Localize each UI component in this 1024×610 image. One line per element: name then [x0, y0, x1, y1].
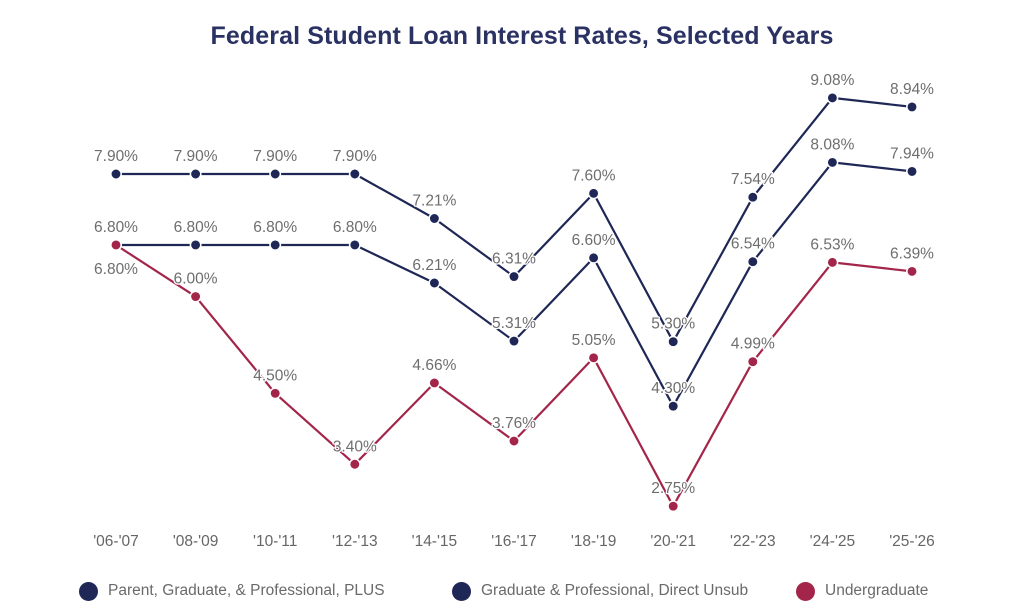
data-point-marker[interactable] [269, 239, 282, 251]
data-point-marker[interactable] [508, 270, 520, 283]
legend: Parent, Graduate, & Professional, PLUS G… [0, 578, 1024, 604]
data-point-marker[interactable] [667, 400, 680, 413]
x-tick-label: '06-'07 [93, 533, 139, 550]
data-label: 6.00% [174, 271, 218, 288]
data-label: 6.53% [810, 236, 854, 253]
x-tick-label: '25-'26 [889, 533, 935, 550]
data-label: 8.94% [890, 81, 934, 98]
data-point-marker[interactable] [587, 351, 600, 364]
data-label: 6.21% [412, 257, 456, 274]
data-label: 3.40% [333, 438, 377, 455]
x-axis-tick-labels: '06-'07 '08-'09 '10-'11 '12-'13 '14-'15 '16-'… [93, 533, 935, 550]
data-label: 7.90% [253, 148, 297, 165]
legend-label: Undergraduate [825, 582, 929, 599]
data-point-marker[interactable] [269, 168, 282, 180]
series-line-0 [116, 96, 913, 343]
x-tick-label: '24-'25 [810, 533, 856, 550]
x-tick-label: '18-'19 [571, 533, 617, 550]
data-point-marker[interactable] [189, 239, 202, 251]
data-label: 8.08% [810, 136, 854, 153]
data-point-marker[interactable] [428, 212, 441, 225]
legend-item-direct-unsub[interactable]: Graduate & Professional, Direct Unsub [452, 578, 748, 604]
data-point-marker[interactable] [508, 435, 520, 447]
x-tick-label: '22-'23 [730, 533, 776, 550]
series-markers [110, 91, 918, 513]
data-label: 3.76% [492, 415, 536, 432]
legend-dot-icon [79, 581, 98, 601]
data-point-marker[interactable] [189, 290, 202, 303]
data-point-marker[interactable] [906, 165, 918, 178]
data-label: 2.75% [651, 480, 695, 497]
data-point-marker[interactable] [348, 458, 361, 471]
data-point-marker[interactable] [587, 187, 600, 200]
data-label: 6.39% [890, 245, 934, 262]
chart-title: Federal Student Loan Interest Rates, Sel… [210, 22, 834, 50]
x-tick-label: '14-'15 [412, 533, 458, 550]
data-point-marker[interactable] [826, 256, 839, 269]
data-label: 4.50% [253, 367, 297, 384]
data-label: 7.90% [333, 148, 377, 165]
series-line-1 [116, 161, 913, 408]
data-label: 6.80% [174, 219, 218, 236]
data-point-marker[interactable] [746, 191, 759, 204]
x-tick-label: '16-'17 [491, 533, 537, 550]
data-point-marker[interactable] [428, 277, 441, 289]
legend-label: Parent, Graduate, & Professional, PLUS [108, 582, 385, 599]
data-label: 6.80% [333, 219, 377, 236]
data-point-marker[interactable] [269, 387, 282, 400]
data-point-marker[interactable] [906, 265, 918, 278]
data-point-marker[interactable] [746, 255, 759, 268]
legend-label: Graduate & Professional, Direct Unsub [481, 582, 749, 599]
data-label: 7.90% [174, 148, 218, 165]
data-label: 6.31% [492, 251, 536, 268]
data-point-marker[interactable] [587, 251, 600, 264]
data-point-marker[interactable] [826, 91, 839, 104]
data-label: 6.80% [94, 219, 138, 236]
data-label: 7.94% [890, 145, 934, 162]
x-tick-label: '08-'09 [173, 533, 219, 550]
data-point-marker[interactable] [746, 355, 759, 368]
data-point-marker[interactable] [826, 156, 839, 169]
x-tick-label: '10-'11 [253, 533, 297, 550]
x-tick-label: '12-'13 [332, 533, 378, 550]
data-point-marker[interactable] [906, 100, 918, 113]
data-label: 5.30% [651, 316, 695, 333]
legend-item-undergraduate[interactable]: Undergraduate [796, 578, 928, 604]
data-point-marker[interactable] [110, 168, 122, 180]
data-label: 6.60% [572, 232, 616, 249]
data-label: 5.05% [572, 332, 616, 349]
data-label: 6.80% [94, 261, 138, 278]
data-label: 7.90% [94, 148, 138, 165]
data-label: 6.80% [253, 219, 297, 236]
data-point-marker[interactable] [428, 377, 441, 389]
data-label: 6.54% [731, 236, 775, 253]
legend-item-plus[interactable]: Parent, Graduate, & Professional, PLUS [79, 578, 385, 604]
data-label: 4.30% [651, 380, 695, 397]
data-point-marker[interactable] [667, 335, 680, 348]
data-labels: 7.90% 7.90% 7.90% 7.90% 7.21% 6.31% 7.60% 5.30%… [93, 71, 936, 499]
data-point-marker[interactable] [110, 239, 122, 251]
data-point-marker[interactable] [189, 168, 202, 180]
data-point-marker[interactable] [348, 168, 361, 180]
data-label: 5.31% [492, 315, 536, 332]
data-point-marker[interactable] [508, 335, 520, 348]
data-label: 7.60% [572, 167, 616, 184]
data-label: 7.21% [412, 193, 456, 210]
legend-dot-icon [452, 581, 471, 601]
data-label: 4.66% [412, 357, 456, 374]
data-label: 7.54% [731, 171, 775, 188]
data-label: 9.08% [810, 72, 854, 89]
data-point-marker[interactable] [667, 500, 680, 513]
x-tick-label: '20-'21 [650, 533, 696, 550]
series-line-2 [115, 244, 913, 508]
data-label: 4.99% [731, 336, 775, 353]
data-point-marker[interactable] [348, 239, 361, 251]
legend-dot-icon [796, 581, 815, 601]
